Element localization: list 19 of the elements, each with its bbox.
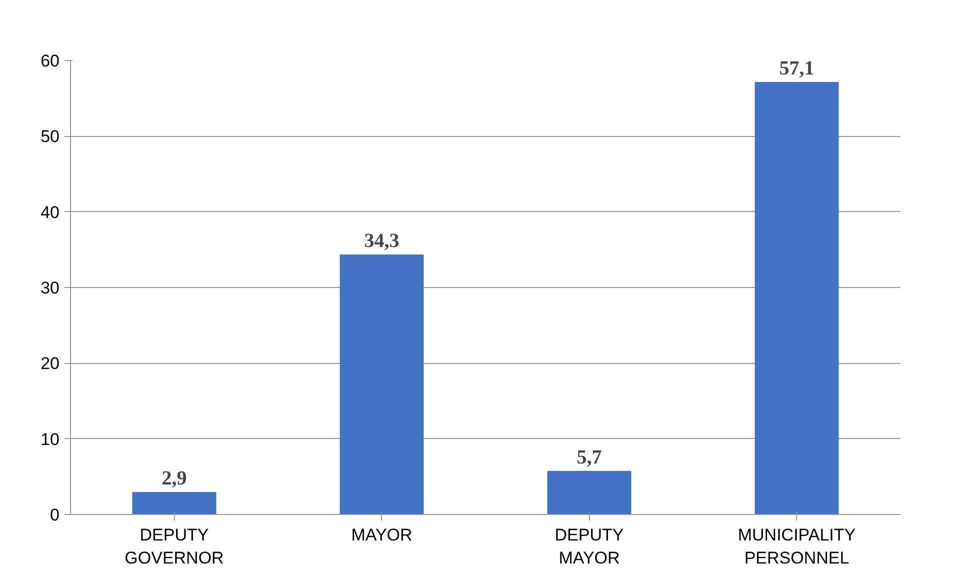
bar [340, 254, 424, 514]
x-tick-label: DEPUTY MAYOR [554, 526, 624, 568]
y-tick-label: 20 [40, 354, 60, 374]
x-tick-label: MAYOR [351, 526, 412, 544]
y-tick-label: 0 [50, 506, 60, 524]
bar [754, 82, 839, 514]
y-tick-label: 10 [40, 430, 60, 449]
x-tick-label: DEPUTY GOVERNOR [124, 526, 224, 568]
data-label: 34,3 [364, 230, 400, 252]
y-tick-label: 40 [40, 202, 60, 222]
bar [547, 470, 632, 514]
y-tick-label: 30 [40, 278, 60, 298]
y-tick-label: 50 [40, 127, 60, 146]
data-label: 5,7 [576, 446, 602, 468]
data-label: 57,1 [779, 57, 814, 80]
y-tick-label: 60 [40, 52, 60, 70]
bar [132, 492, 216, 514]
x-tick-label: MUNICIPALITY PERSONNEL [738, 526, 856, 568]
data-label: 2,9 [162, 468, 187, 490]
